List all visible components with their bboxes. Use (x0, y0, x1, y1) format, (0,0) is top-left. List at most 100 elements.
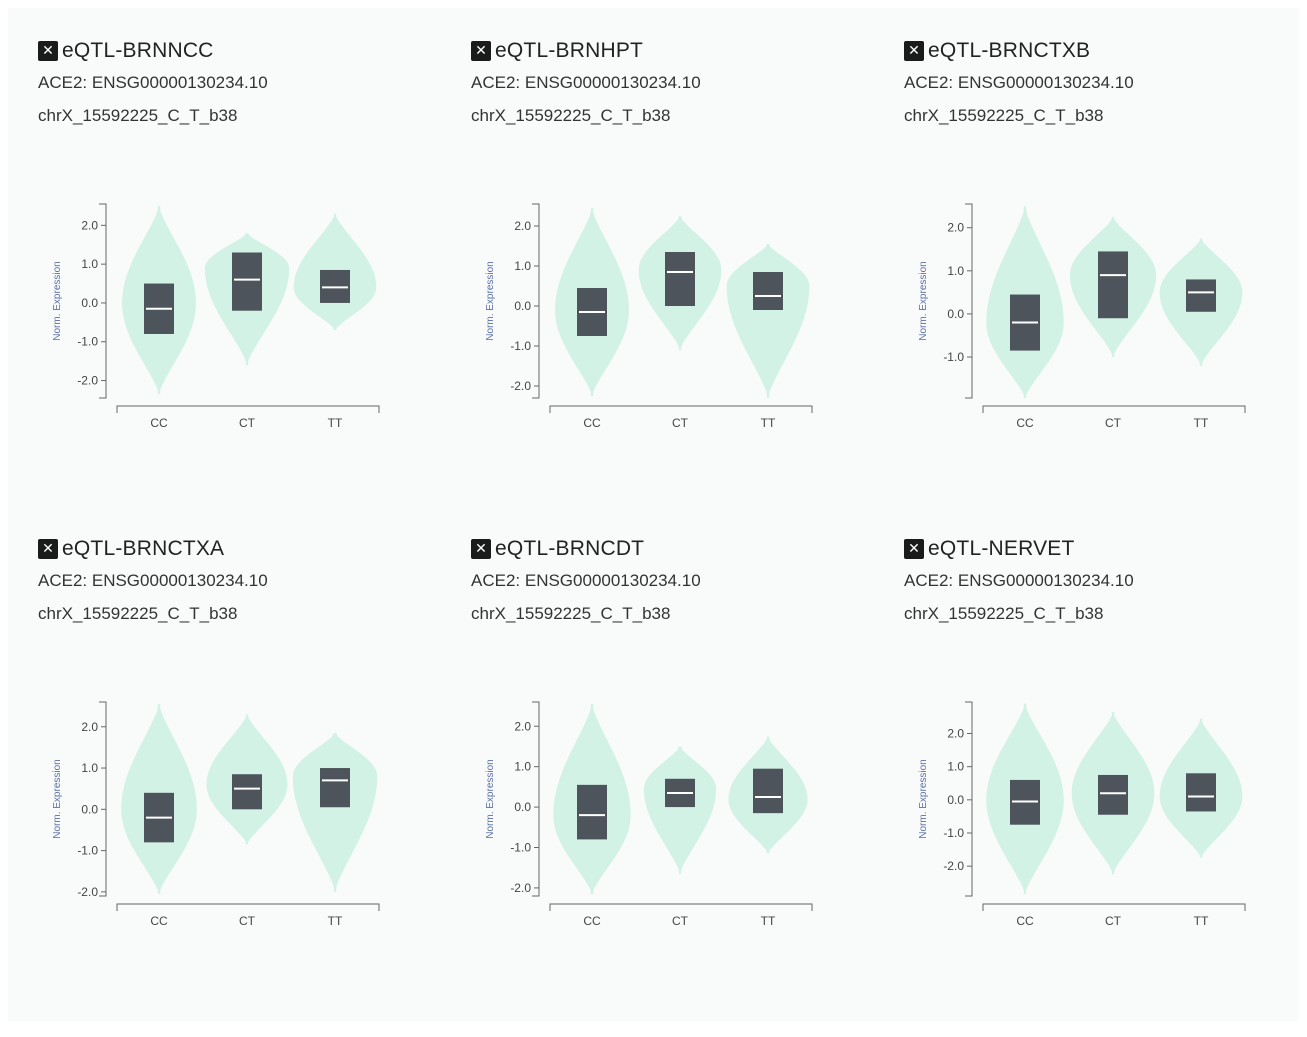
x-tick-label: CT (672, 416, 689, 430)
gene-label: ACE2: ENSG00000130234.10 (38, 73, 268, 92)
x-tick-label: CT (672, 914, 689, 928)
y-tick-label: 0.0 (514, 299, 531, 313)
x-tick-label: CT (1105, 914, 1122, 928)
x-tick-label: CC (583, 416, 601, 430)
y-tick-label: 1.0 (947, 760, 964, 774)
iqr-box-ct (665, 252, 695, 306)
iqr-box-tt (1186, 279, 1216, 312)
y-axis-label: Norm. Expression (52, 759, 63, 838)
x-tick-label: CC (1016, 914, 1034, 928)
variant-label: chrX_15592225_C_T_b38 (38, 106, 238, 125)
x-axis (549, 405, 813, 413)
violin-chart: 2.0 1.0 0.0 -1.0 -2.0 Norm. Expression CC CT TT (485, 203, 813, 430)
iqr-box-tt (1186, 773, 1216, 812)
y-tick-label: -2.0 (943, 859, 964, 873)
y-tick-label: 2.0 (81, 720, 98, 734)
y-tick-label: 1.0 (81, 257, 98, 271)
x-tick-label: CC (150, 416, 168, 430)
x-tick-label: TT (1194, 914, 1209, 928)
y-tick-label: 0.0 (947, 793, 964, 807)
x-tick-label: CT (239, 914, 256, 928)
x-axis (549, 903, 813, 911)
violin-tt (292, 733, 378, 892)
title-row: ✕ eQTL-BRNCTXA (38, 534, 438, 564)
violin-ct (643, 746, 717, 874)
y-tick-label: 2.0 (947, 221, 964, 235)
y-axis (99, 203, 107, 399)
panel-brnctxb: ✕ eQTL-BRNCTXB ACE2: ENSG00000130234.10 … (904, 36, 1304, 466)
iqr-box-cc (577, 784, 607, 840)
y-axis (99, 701, 107, 897)
panel-header: ✕ eQTL-BRNCTXB ACE2: ENSG00000130234.10 … (904, 36, 1304, 132)
panel-header: ✕ eQTL-BRNCTXA ACE2: ENSG00000130234.10 … (38, 534, 438, 630)
gene-label: ACE2: ENSG00000130234.10 (471, 571, 701, 590)
x-tick-label: TT (1194, 416, 1209, 430)
y-tick-label: -1.0 (510, 841, 531, 855)
y-tick-label: -2.0 (77, 885, 98, 899)
violin-chart: 2.0 1.0 0.0 -1.0 -2.0 Norm. Expression CC CT TT (52, 701, 380, 928)
y-tick-label: -1.0 (943, 826, 964, 840)
panel-brnhpt: ✕ eQTL-BRNHPT ACE2: ENSG00000130234.10 c… (471, 36, 871, 466)
panel-title: eQTL-BRNHPT (495, 39, 644, 62)
y-axis-label: Norm. Expression (918, 759, 929, 838)
iqr-box-tt (320, 768, 350, 808)
y-axis (965, 203, 973, 399)
gene-label: ACE2: ENSG00000130234.10 (471, 73, 701, 92)
y-axis-label: Norm. Expression (52, 261, 63, 340)
variant-label: chrX_15592225_C_T_b38 (904, 106, 1104, 125)
variant-label: chrX_15592225_C_T_b38 (38, 604, 238, 623)
violin-chart: 2.0 1.0 0.0 -1.0 -2.0 Norm. Expression CC CT TT (918, 701, 1246, 928)
title-row: ✕ eQTL-BRNNCC (38, 36, 438, 66)
violin-tt (726, 244, 810, 398)
title-row: ✕ eQTL-BRNHPT (471, 36, 871, 66)
panel-title: eQTL-BRNCTXA (62, 537, 225, 560)
close-icon[interactable]: ✕ (38, 539, 58, 559)
y-tick-label: 2.0 (514, 219, 531, 233)
x-tick-label: TT (328, 416, 343, 430)
y-tick-label: 1.0 (514, 760, 531, 774)
close-icon[interactable]: ✕ (38, 41, 58, 61)
y-tick-label: -2.0 (510, 881, 531, 895)
x-tick-label: CT (1105, 416, 1122, 430)
y-tick-label: 1.0 (514, 259, 531, 273)
panel-header: ✕ eQTL-NERVET ACE2: ENSG00000130234.10 c… (904, 534, 1304, 630)
y-tick-label: 1.0 (947, 264, 964, 278)
x-tick-label: TT (761, 416, 776, 430)
panel-brncdt: ✕ eQTL-BRNCDT ACE2: ENSG00000130234.10 c… (471, 534, 871, 964)
y-axis-label: Norm. Expression (485, 261, 496, 340)
gene-label: ACE2: ENSG00000130234.10 (904, 571, 1134, 590)
y-tick-label: 0.0 (514, 800, 531, 814)
y-axis (965, 701, 973, 897)
y-tick-label: -1.0 (77, 335, 98, 349)
y-axis (532, 701, 540, 897)
iqr-box-ct (1098, 251, 1128, 319)
close-icon[interactable]: ✕ (904, 539, 924, 559)
panel-brnncc: ✕ eQTL-BRNNCC ACE2: ENSG00000130234.10 c… (38, 36, 438, 466)
y-tick-label: 1.0 (81, 761, 98, 775)
panel-title: eQTL-NERVET (928, 537, 1075, 560)
y-tick-label: -1.0 (77, 844, 98, 858)
panel-title: eQTL-BRNCDT (495, 537, 645, 560)
x-axis (982, 405, 1246, 413)
title-row: ✕ eQTL-BRNCDT (471, 534, 871, 564)
iqr-box-ct (1098, 774, 1128, 815)
gene-label: ACE2: ENSG00000130234.10 (38, 571, 268, 590)
x-tick-label: TT (328, 914, 343, 928)
x-axis (982, 903, 1246, 911)
close-icon[interactable]: ✕ (904, 41, 924, 61)
y-tick-label: -2.0 (77, 374, 98, 388)
gene-label: ACE2: ENSG00000130234.10 (904, 73, 1134, 92)
y-tick-label: 2.0 (514, 719, 531, 733)
x-tick-label: TT (761, 914, 776, 928)
iqr-box-ct (232, 774, 262, 810)
y-tick-label: -1.0 (510, 339, 531, 353)
panel-header: ✕ eQTL-BRNNCC ACE2: ENSG00000130234.10 c… (38, 36, 438, 132)
y-axis (532, 203, 540, 399)
iqr-box-ct (232, 252, 262, 311)
variant-label: chrX_15592225_C_T_b38 (904, 604, 1104, 623)
y-axis-label: Norm. Expression (485, 759, 496, 838)
eqtl-violin-grid: ✕ eQTL-BRNNCC ACE2: ENSG00000130234.10 c… (8, 8, 1299, 1021)
close-icon[interactable]: ✕ (471, 539, 491, 559)
x-axis (116, 405, 380, 413)
close-icon[interactable]: ✕ (471, 41, 491, 61)
